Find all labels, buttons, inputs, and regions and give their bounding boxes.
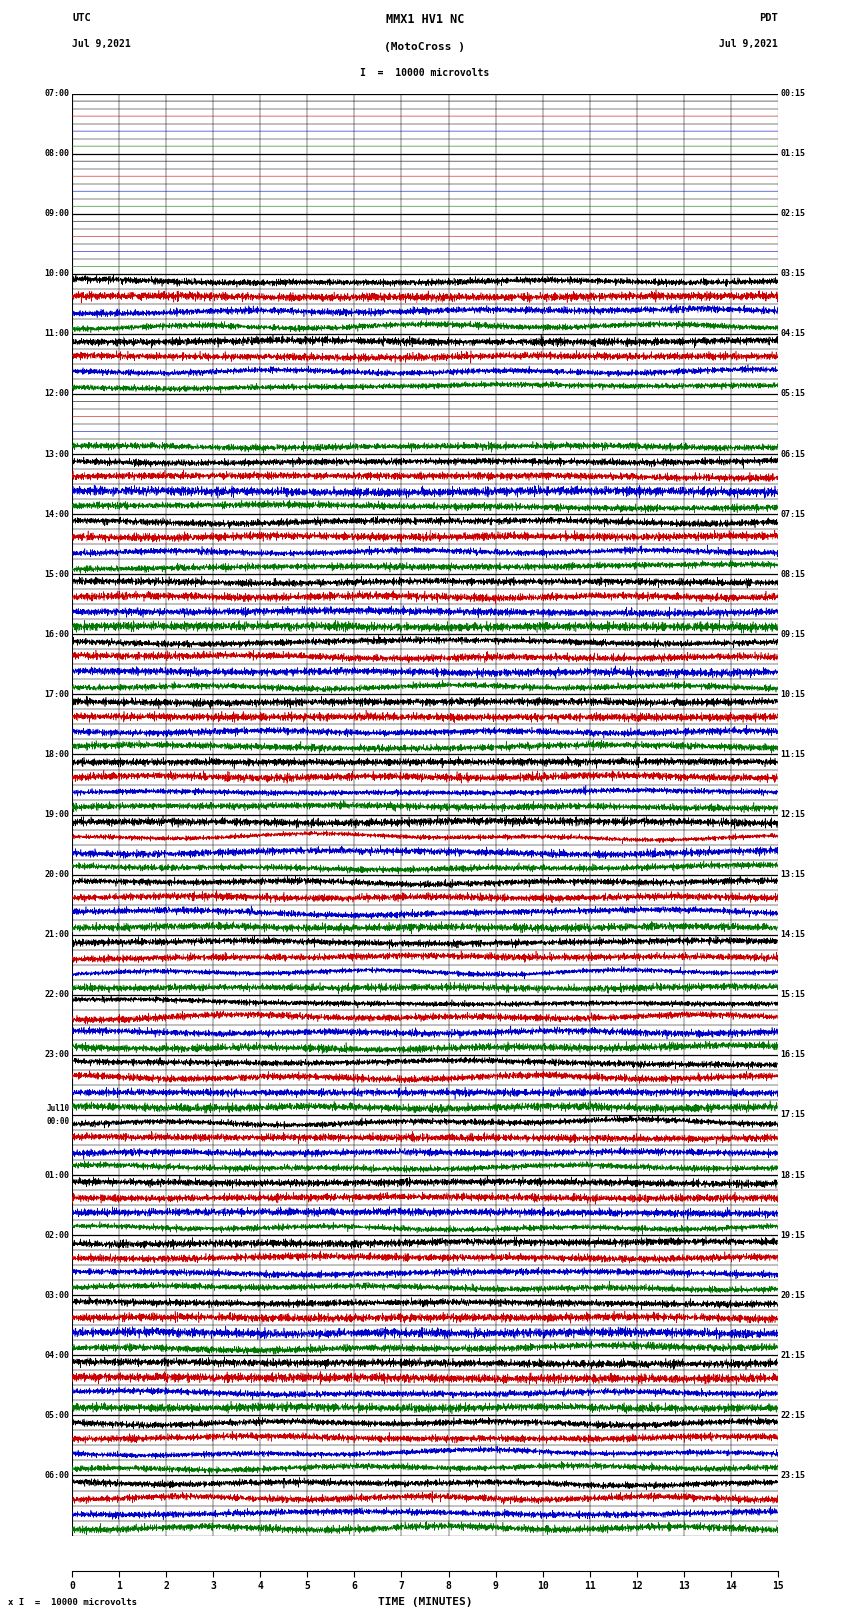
Text: 03:00: 03:00 bbox=[45, 1290, 70, 1300]
Text: (MotoCross ): (MotoCross ) bbox=[384, 42, 466, 52]
Text: x I  =  10000 microvolts: x I = 10000 microvolts bbox=[8, 1597, 138, 1607]
Text: 14:15: 14:15 bbox=[780, 931, 805, 939]
Text: 05:00: 05:00 bbox=[45, 1411, 70, 1419]
Text: 06:15: 06:15 bbox=[780, 450, 805, 458]
Text: 00:00: 00:00 bbox=[47, 1116, 70, 1126]
Text: 18:00: 18:00 bbox=[45, 750, 70, 760]
Text: 11:15: 11:15 bbox=[780, 750, 805, 760]
Text: 06:00: 06:00 bbox=[45, 1471, 70, 1481]
Text: 23:15: 23:15 bbox=[780, 1471, 805, 1481]
Text: 12:00: 12:00 bbox=[45, 389, 70, 398]
Text: 01:00: 01:00 bbox=[45, 1171, 70, 1179]
Text: 16:00: 16:00 bbox=[45, 629, 70, 639]
Text: 22:15: 22:15 bbox=[780, 1411, 805, 1419]
Text: 02:00: 02:00 bbox=[45, 1231, 70, 1240]
Text: 16:15: 16:15 bbox=[780, 1050, 805, 1060]
Text: 21:00: 21:00 bbox=[45, 931, 70, 939]
Text: 15:00: 15:00 bbox=[45, 569, 70, 579]
Text: 07:00: 07:00 bbox=[45, 89, 70, 98]
Text: 09:15: 09:15 bbox=[780, 629, 805, 639]
Text: 08:15: 08:15 bbox=[780, 569, 805, 579]
Text: 21:15: 21:15 bbox=[780, 1350, 805, 1360]
Text: 19:00: 19:00 bbox=[45, 810, 70, 819]
Text: 17:15: 17:15 bbox=[780, 1110, 805, 1119]
Text: 15:15: 15:15 bbox=[780, 990, 805, 1000]
Text: 14:00: 14:00 bbox=[45, 510, 70, 519]
Text: 20:00: 20:00 bbox=[45, 869, 70, 879]
Text: 12:15: 12:15 bbox=[780, 810, 805, 819]
Text: 10:15: 10:15 bbox=[780, 690, 805, 698]
Text: Jul 9,2021: Jul 9,2021 bbox=[719, 39, 778, 48]
Text: 13:00: 13:00 bbox=[45, 450, 70, 458]
Text: 18:15: 18:15 bbox=[780, 1171, 805, 1179]
Text: I  =  10000 microvolts: I = 10000 microvolts bbox=[360, 68, 490, 77]
Text: 01:15: 01:15 bbox=[780, 148, 805, 158]
Text: UTC: UTC bbox=[72, 13, 91, 23]
Text: 08:00: 08:00 bbox=[45, 148, 70, 158]
Text: Jul 9,2021: Jul 9,2021 bbox=[72, 39, 131, 48]
Text: 09:00: 09:00 bbox=[45, 210, 70, 218]
Text: 17:00: 17:00 bbox=[45, 690, 70, 698]
Text: 13:15: 13:15 bbox=[780, 869, 805, 879]
Text: 10:00: 10:00 bbox=[45, 269, 70, 279]
Text: MMX1 HV1 NC: MMX1 HV1 NC bbox=[386, 13, 464, 26]
Text: 04:00: 04:00 bbox=[45, 1350, 70, 1360]
Text: TIME (MINUTES): TIME (MINUTES) bbox=[377, 1597, 473, 1607]
Text: PDT: PDT bbox=[759, 13, 778, 23]
Text: 20:15: 20:15 bbox=[780, 1290, 805, 1300]
Text: 19:15: 19:15 bbox=[780, 1231, 805, 1240]
Text: 03:15: 03:15 bbox=[780, 269, 805, 279]
Text: 07:15: 07:15 bbox=[780, 510, 805, 519]
Text: 23:00: 23:00 bbox=[45, 1050, 70, 1060]
Text: 05:15: 05:15 bbox=[780, 389, 805, 398]
Text: 02:15: 02:15 bbox=[780, 210, 805, 218]
Text: 00:15: 00:15 bbox=[780, 89, 805, 98]
Text: 11:00: 11:00 bbox=[45, 329, 70, 339]
Text: 04:15: 04:15 bbox=[780, 329, 805, 339]
Text: Jul10: Jul10 bbox=[47, 1103, 70, 1113]
Text: 22:00: 22:00 bbox=[45, 990, 70, 1000]
